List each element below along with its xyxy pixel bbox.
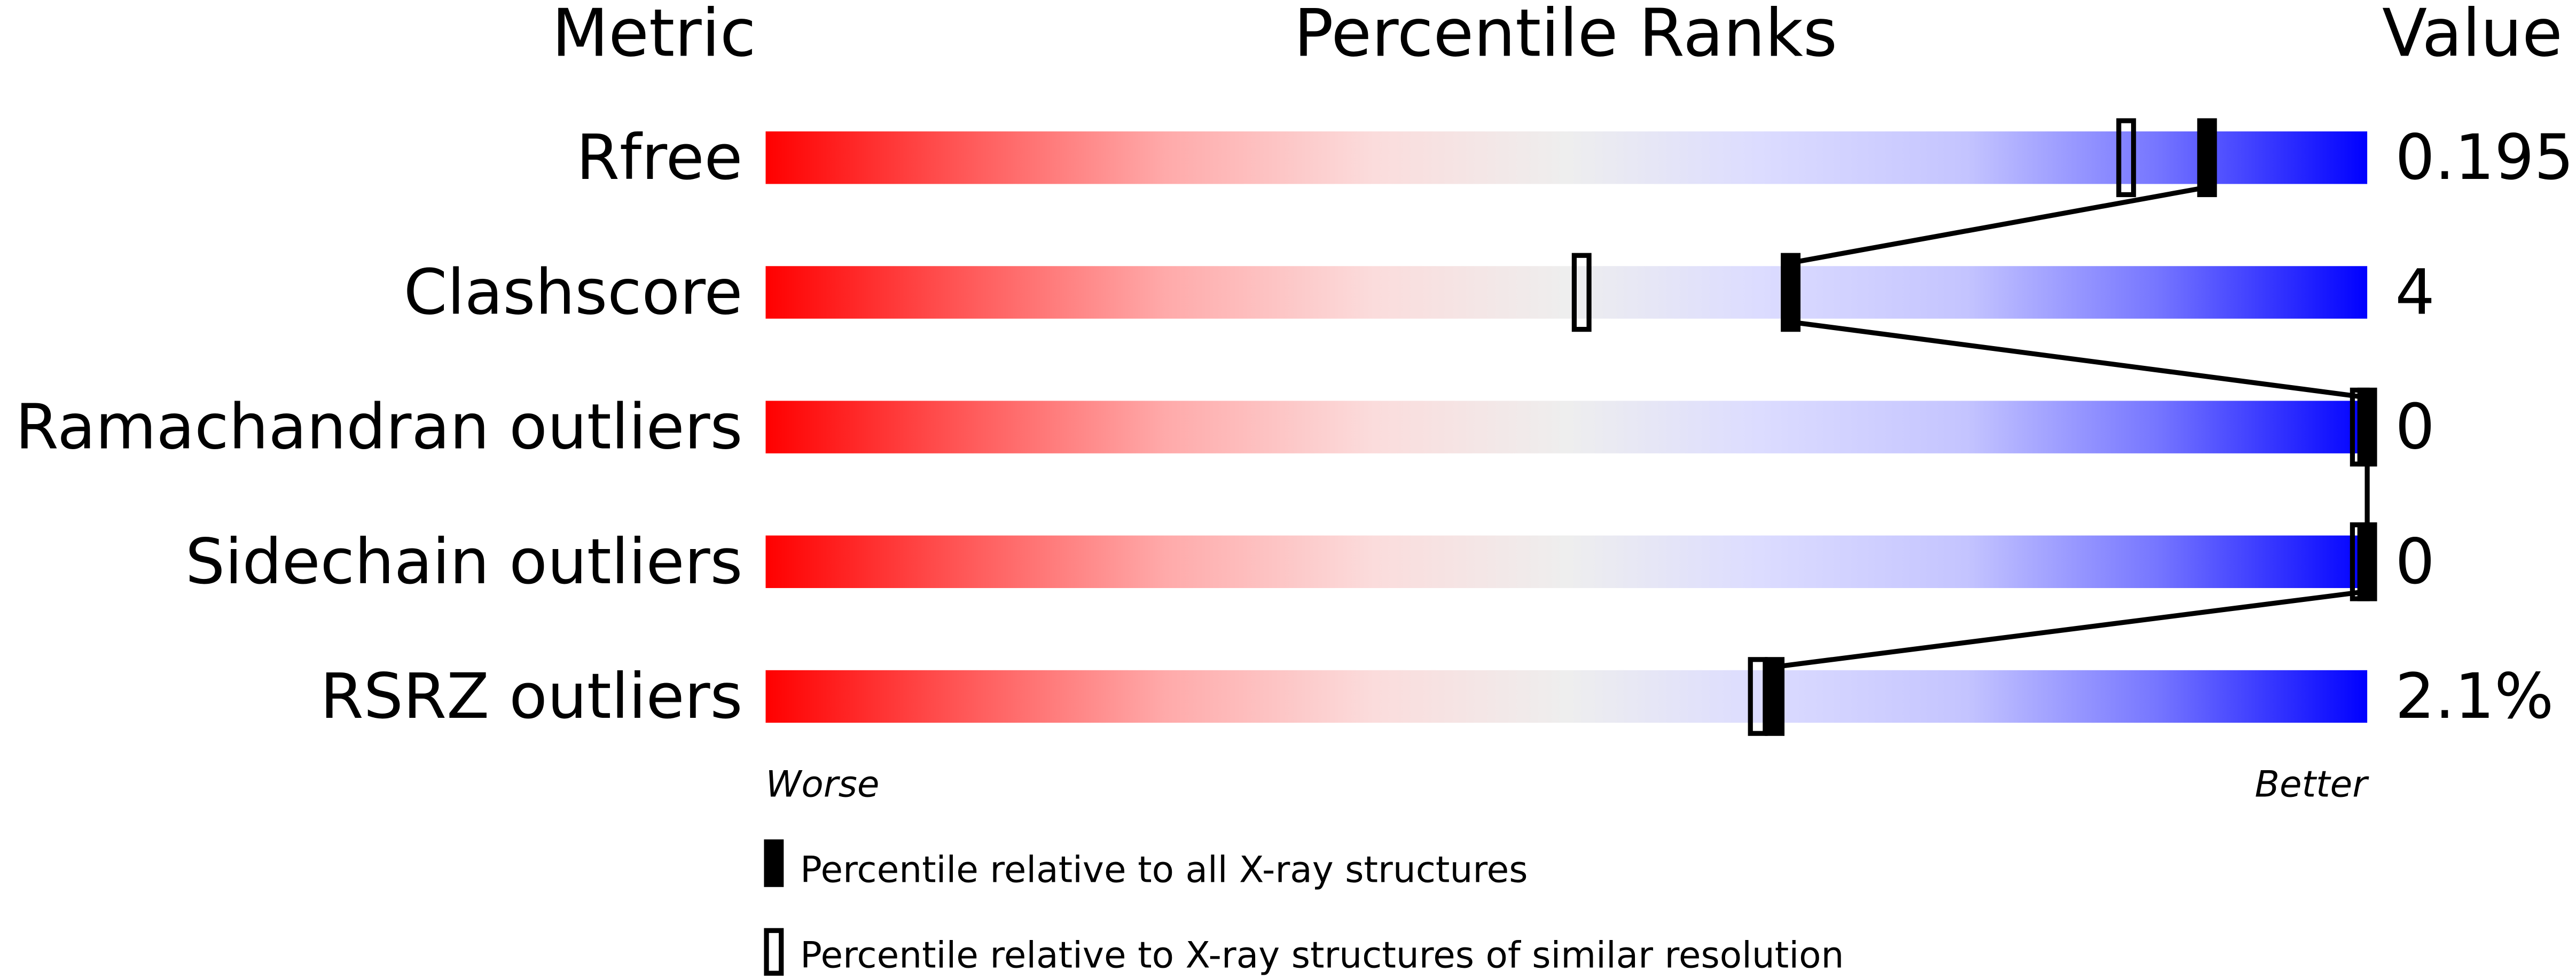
header-value: Value [2382,0,2563,72]
axis-better-label: Better [2255,763,2370,805]
legend-open-marker [764,928,784,976]
all-structures-marker [1781,253,1801,332]
all-structures-marker [2357,522,2377,601]
legend-similar-label: Percentile relative to X-ray structures … [800,934,1844,976]
metric-label: RSRZ outliers [320,660,743,733]
legend-filled-marker [764,839,784,887]
header-percentile-ranks: Percentile Ranks [1294,0,1837,72]
similar-resolution-marker [1571,253,1592,332]
all-structures-marker [2357,387,2377,467]
metric-label: Clashscore [404,256,743,328]
percentile-bar [765,266,2368,319]
metric-label: Rfree [576,121,743,194]
all-structures-marker [1765,657,1785,736]
metric-value: 2.1% [2395,660,2554,733]
percentile-bar [765,131,2368,184]
percentile-bar [765,401,2368,453]
metric-value: 0 [2395,526,2434,598]
metric-label: Sidechain outliers [185,526,742,598]
percentile-bar [765,670,2368,723]
axis-worse-label: Worse [765,763,879,805]
percentile-bar [765,535,2368,589]
legend-all-label: Percentile relative to all X-ray structu… [800,849,1528,891]
connector-line [1790,185,2208,265]
metric-value: 0 [2395,391,2434,464]
connector-line [1790,319,2368,400]
metric-value: 4 [2395,256,2434,328]
connector-line [1774,589,2368,670]
metric-label: Ramachandran outliers [15,391,743,464]
similar-resolution-marker [2116,118,2136,198]
metric-value: 0.195 [2395,121,2574,194]
all-structures-marker [2197,118,2217,198]
header-metric: Metric [552,0,756,72]
